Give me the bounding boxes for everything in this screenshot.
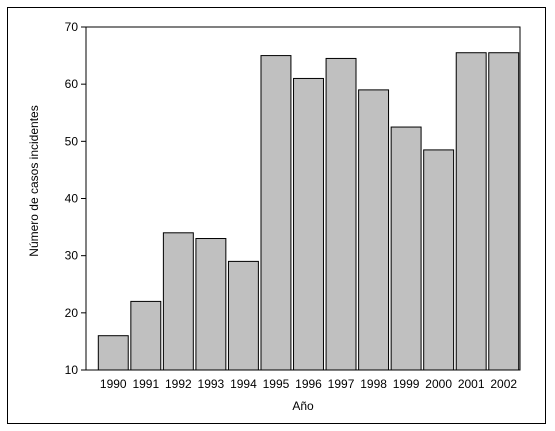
x-tick-label: 1993 — [198, 377, 225, 391]
x-tick-label: 2002 — [490, 377, 517, 391]
x-tick-label: 1999 — [393, 377, 420, 391]
bar-2000 — [423, 149, 455, 371]
y-tick-label: 60 — [65, 77, 79, 91]
x-tick-label: 1992 — [165, 377, 192, 391]
x-tick-label: 2001 — [458, 377, 485, 391]
x-tick-label: 1996 — [295, 377, 322, 391]
bars-group — [97, 52, 520, 371]
x-tick-label: 1994 — [230, 377, 257, 391]
bar-2002 — [488, 52, 520, 371]
bar-1999 — [390, 126, 422, 371]
bar-1997 — [325, 57, 357, 371]
y-tick-label: 50 — [65, 134, 79, 148]
bar-1991 — [130, 300, 162, 371]
bar-1994 — [227, 260, 259, 371]
x-tick-label: 1995 — [263, 377, 290, 391]
bar-1993 — [195, 238, 227, 371]
x-axis: 1990 1991 1992 1993 1994 1995 1996 1997 1998 1999… — [100, 377, 517, 391]
x-tick-label: 1991 — [132, 377, 159, 391]
x-tick-label: 1997 — [328, 377, 355, 391]
y-tick-label: 70 — [65, 20, 79, 34]
bar-1998 — [358, 89, 390, 371]
y-tick-label: 10 — [65, 363, 79, 377]
y-axis: 10 20 30 40 50 60 70 — [65, 20, 86, 377]
y-axis-title: Número de casos incidentes — [27, 105, 41, 256]
bar-1992 — [162, 232, 194, 371]
x-tick-label: 2000 — [425, 377, 452, 391]
x-tick-label: 1998 — [360, 377, 387, 391]
bar-2001 — [455, 52, 487, 371]
bar-1995 — [260, 55, 292, 371]
y-tick-label: 40 — [65, 192, 79, 206]
x-axis-title: Año — [292, 399, 314, 413]
y-tick-label: 20 — [65, 306, 79, 320]
x-tick-label: 1990 — [100, 377, 127, 391]
y-tick-label: 30 — [65, 249, 79, 263]
bar-1990 — [97, 335, 129, 371]
bar-1996 — [293, 77, 324, 371]
